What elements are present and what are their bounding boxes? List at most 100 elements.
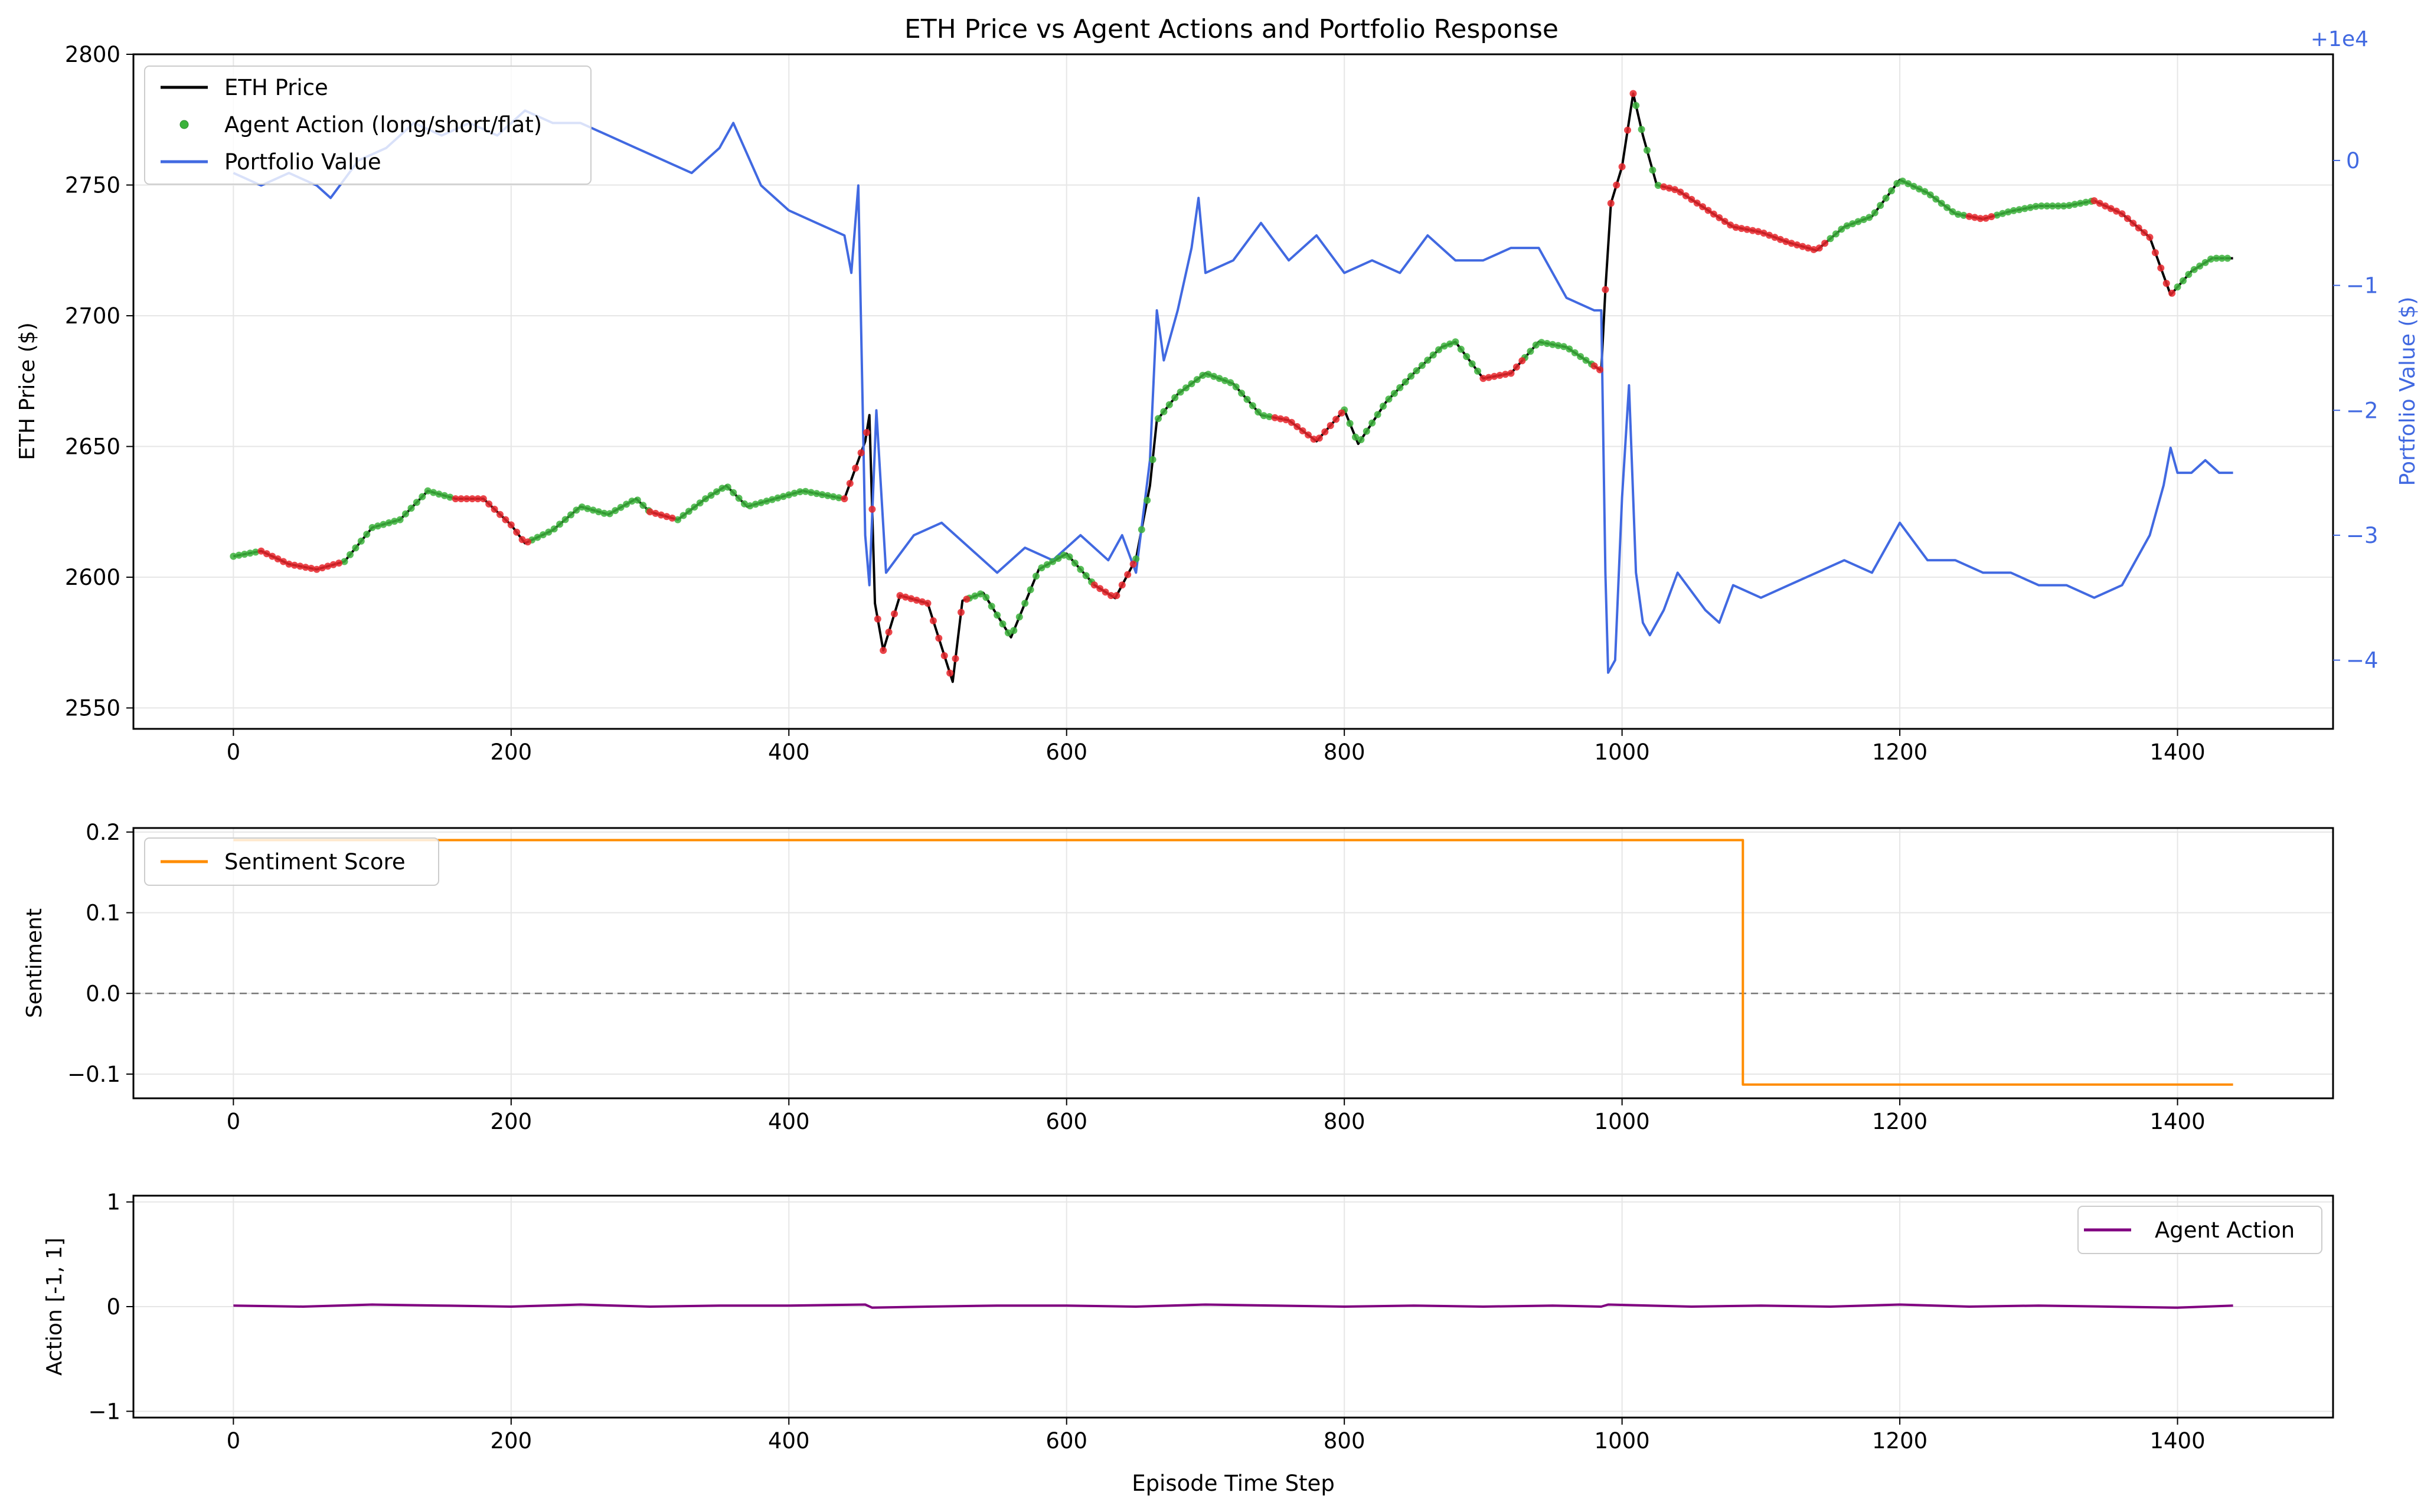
long-action-marker [1160, 408, 1168, 415]
long-action-marker [2021, 205, 2028, 212]
long-action-marker [1654, 182, 1662, 189]
x-tick-label: 800 [1324, 739, 1365, 765]
short-action-marker [657, 511, 665, 519]
long-action-marker [1227, 379, 1234, 387]
short-action-marker [296, 562, 304, 570]
long-action-marker [696, 499, 704, 507]
short-action-marker [1629, 90, 1637, 97]
y-tick-label: −1 [88, 1399, 120, 1424]
short-action-marker [479, 495, 487, 503]
price-axis-label: ETH Price ($) [15, 322, 40, 460]
price-panel: ETH Price vs Agent Actions and Portfolio… [15, 14, 2420, 765]
short-action-marker [1102, 588, 1109, 596]
x-tick-label: 1000 [1595, 1428, 1650, 1454]
y-tick-label: 0.0 [86, 981, 120, 1006]
long-action-marker [2213, 254, 2220, 262]
y-tick-label: 2750 [65, 173, 120, 198]
y-tick-label: 2650 [65, 434, 120, 460]
long-action-marker [446, 493, 454, 501]
x-tick-label: 200 [491, 1109, 532, 1134]
short-action-marker [1716, 214, 1723, 221]
x-tick-label: 1400 [2149, 739, 2205, 765]
long-action-marker [1380, 402, 1387, 410]
short-action-marker [263, 550, 270, 558]
long-action-marker [1916, 185, 1923, 193]
short-action-marker [1721, 218, 1729, 225]
long-action-marker [1888, 187, 1895, 195]
long-action-marker [1238, 390, 1246, 397]
chart-title: ETH Price vs Agent Actions and Portfolio… [904, 14, 1559, 44]
x-tick-label: 200 [491, 1428, 532, 1454]
long-action-marker [835, 494, 842, 502]
short-action-marker [1613, 181, 1621, 189]
long-action-marker [230, 552, 237, 560]
long-action-marker [1015, 613, 1023, 621]
short-action-marker [1315, 434, 1323, 442]
short-action-marker [1688, 195, 1695, 203]
long-action-marker [1155, 415, 1162, 423]
short-action-marker [846, 480, 854, 487]
short-action-marker [1618, 163, 1626, 171]
short-action-marker [1118, 581, 1126, 589]
long-action-marker [1352, 433, 1359, 441]
short-action-marker [668, 514, 676, 522]
long-action-marker [430, 489, 437, 496]
long-action-marker [757, 499, 765, 506]
action-panel-ticks: 0 200 400 600 800 1000 1200 1400 −1 0 1 [88, 1190, 2205, 1454]
y-tick-label: 2550 [65, 696, 120, 721]
long-action-marker [391, 518, 398, 525]
price-panel-data [230, 90, 2233, 683]
long-action-marker [2043, 202, 2051, 210]
long-action-marker [976, 590, 984, 598]
short-action-marker [2096, 199, 2103, 207]
long-action-marker [1077, 565, 1084, 573]
long-action-marker [2082, 198, 2090, 206]
sentiment-score-line [233, 839, 2233, 1086]
short-action-marker [1665, 184, 1673, 192]
action-legend-box [2077, 1206, 2322, 1254]
long-action-marker [606, 510, 613, 518]
long-action-marker [1149, 456, 1156, 463]
long-action-marker [2004, 208, 2012, 216]
long-action-marker [1010, 627, 1018, 634]
y-tick-label: 1 [106, 1190, 120, 1215]
short-action-marker [1607, 199, 1615, 207]
long-action-marker [1021, 600, 1029, 607]
long-action-marker [1566, 345, 1573, 353]
portfolio-axis-offset: +1e4 [2311, 27, 2368, 51]
long-action-marker [2185, 271, 2193, 278]
long-action-marker [1638, 126, 1645, 133]
short-action-marker [1988, 213, 1995, 221]
x-tick-label: 600 [1046, 1428, 1087, 1454]
short-action-marker [958, 608, 965, 616]
long-action-marker [1182, 384, 1190, 392]
long-action-marker [550, 525, 558, 533]
long-action-marker [1363, 427, 1370, 435]
long-action-marker [639, 502, 647, 509]
long-action-marker [1357, 436, 1365, 443]
short-action-marker [1288, 418, 1295, 426]
sentiment-panel: 0 200 400 600 800 1000 1200 1400 −0.1 0.0 0.1 0.2 S… [22, 820, 2334, 1134]
long-action-marker [2180, 277, 2187, 284]
short-action-marker [663, 513, 671, 521]
short-action-marker [496, 510, 504, 518]
short-action-marker [2090, 197, 2098, 205]
sentiment-panel-ticks: 0 200 400 600 800 1000 1200 1400 −0.1 0.0 0.1 0.2 [67, 820, 2205, 1134]
short-action-marker [452, 495, 459, 503]
long-action-marker [1266, 413, 1273, 420]
short-action-marker [458, 495, 465, 503]
short-action-marker [1310, 436, 1318, 443]
long-action-marker [357, 537, 365, 545]
long-action-marker [368, 523, 376, 531]
short-action-marker [1327, 422, 1334, 430]
long-action-marker [807, 489, 815, 496]
long-action-marker [2060, 202, 2067, 210]
long-action-marker [1560, 343, 1567, 351]
long-action-marker [1877, 202, 1884, 210]
long-action-marker [1188, 380, 1195, 388]
short-action-marker [1732, 224, 1740, 231]
short-action-marker [1965, 212, 1973, 220]
short-action-marker [2146, 234, 2154, 241]
long-action-marker [730, 489, 737, 496]
short-action-marker [1793, 241, 1801, 248]
